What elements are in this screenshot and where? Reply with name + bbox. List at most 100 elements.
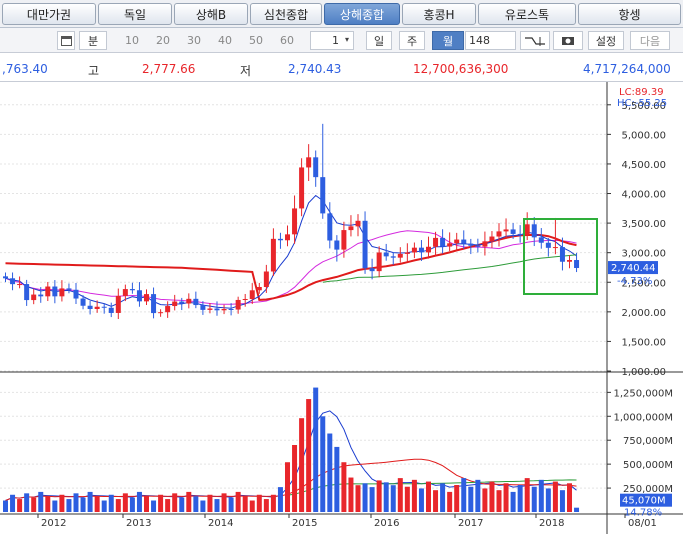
volume-last-tag xyxy=(620,493,672,507)
day-button[interactable]: 일 xyxy=(366,31,392,50)
candle-body xyxy=(383,252,389,257)
price-tick-label: 3,500.00 xyxy=(621,219,666,230)
candle-body xyxy=(355,220,361,227)
gear-icon[interactable] xyxy=(553,31,583,50)
volume-bar xyxy=(567,483,572,512)
volume-bar xyxy=(31,497,37,512)
volume-bar xyxy=(249,500,255,512)
candle-body xyxy=(552,247,558,249)
ma-5-line xyxy=(5,194,577,309)
calendar-icon[interactable] xyxy=(57,31,75,50)
candle-body xyxy=(334,240,340,250)
candle-body xyxy=(158,312,164,314)
settings-button[interactable]: 설정 xyxy=(588,31,624,50)
volume-bar xyxy=(129,497,135,512)
volume-tick-label: 1,250,000M xyxy=(613,388,673,399)
candle-body xyxy=(24,284,30,301)
low-value: 2,740.43 xyxy=(288,62,342,76)
amount-value: 12,700,636,300 xyxy=(413,62,509,76)
tab-4[interactable]: 심천종합 xyxy=(250,3,322,25)
last-price-tag xyxy=(608,261,658,275)
volume-bar xyxy=(320,416,326,512)
candle-body xyxy=(524,224,530,235)
bar-count-input[interactable]: 148 xyxy=(465,31,516,50)
tab-7[interactable]: 유로스톡 xyxy=(478,3,576,25)
volume-bar xyxy=(242,496,248,512)
ma-20-line xyxy=(5,230,577,305)
x-tick-label: 2018 xyxy=(539,518,564,529)
x-tick-label: 2017 xyxy=(458,518,483,529)
price-summary: ,763.40 고 2,777.66 저 2,740.43 12,700,636… xyxy=(0,53,683,82)
tab-6[interactable]: 홍콩H xyxy=(402,3,476,25)
candle-body xyxy=(235,299,241,310)
volume-bar xyxy=(186,491,192,512)
period-20-button[interactable]: 20 xyxy=(156,34,170,47)
candle-body xyxy=(3,276,8,279)
hc-label: HC:-55.25 xyxy=(617,98,667,109)
tab-2[interactable]: 독일 xyxy=(98,3,172,25)
volume-bar xyxy=(193,496,199,512)
change-label: -4.73% xyxy=(617,276,652,287)
crosshair-tool-icon[interactable] xyxy=(520,31,550,50)
candle-body xyxy=(80,298,86,306)
next-button[interactable]: 다음 xyxy=(630,31,670,50)
candle-body xyxy=(200,305,206,310)
volume-bar xyxy=(411,479,417,512)
tab-5[interactable]: 상해종합 xyxy=(324,3,400,25)
volume-last-label: 45,070M xyxy=(622,496,666,507)
candle-body xyxy=(489,236,495,242)
period-30-button[interactable]: 30 xyxy=(187,34,201,47)
candle-body xyxy=(214,308,220,311)
volume-bar xyxy=(101,500,107,512)
period-10-button[interactable]: 10 xyxy=(125,34,139,47)
week-button[interactable]: 주 xyxy=(399,31,425,50)
volume-bar xyxy=(136,491,142,512)
chevron-down-icon[interactable]: ▾ xyxy=(345,35,350,44)
count-input[interactable]: 1 xyxy=(310,31,354,50)
candle-body xyxy=(45,286,51,297)
last-price-label: 2,740.44 xyxy=(611,263,656,274)
candle-body xyxy=(574,260,580,269)
period-40-button[interactable]: 40 xyxy=(218,34,232,47)
period-60-button[interactable]: 60 xyxy=(280,34,294,47)
month-button[interactable]: 월 xyxy=(432,31,464,50)
price-volume-chart[interactable]: 5,500.00 5,000.00 4,500.00 4,000.00 3,500.00… xyxy=(0,82,683,534)
volume-bar xyxy=(292,445,298,512)
candle-body xyxy=(249,290,255,300)
volume-bar xyxy=(390,485,396,512)
volume-bar xyxy=(433,490,439,512)
candle-body xyxy=(440,237,446,247)
volume-bar xyxy=(38,491,44,512)
minute-period-button[interactable]: 분 xyxy=(79,31,107,50)
candle-body xyxy=(108,307,114,313)
candle-body xyxy=(341,230,347,250)
candle-body xyxy=(306,157,312,168)
volume-bar xyxy=(270,494,276,512)
volume-bar xyxy=(397,478,403,512)
volume-bar xyxy=(503,483,509,512)
low-label: 저 xyxy=(240,64,252,78)
volume-bar xyxy=(574,507,580,512)
candle-body xyxy=(151,294,157,314)
volume-bar xyxy=(179,497,185,512)
volume-ma-5-line xyxy=(5,410,577,501)
x-tick-label: 08/01 xyxy=(628,518,657,529)
tab-8[interactable]: 항셍 xyxy=(578,3,681,25)
candle-body xyxy=(59,288,65,297)
volume-bar xyxy=(482,488,488,512)
candle-body xyxy=(228,309,234,311)
period-50-button[interactable]: 50 xyxy=(249,34,263,47)
volume-bar xyxy=(531,486,537,512)
volume-bar xyxy=(3,500,8,512)
tab-3[interactable]: 상해B xyxy=(174,3,248,25)
high-value: 2,777.66 xyxy=(142,62,196,76)
volume-bar xyxy=(24,493,30,512)
candle-body xyxy=(94,306,100,310)
volume-bar xyxy=(285,462,290,512)
candle-body xyxy=(242,299,248,301)
candle-body xyxy=(101,306,107,308)
candle-body xyxy=(411,247,417,253)
candle-body xyxy=(320,177,326,214)
tab-1[interactable]: 대만가권 xyxy=(2,3,96,25)
candle-body xyxy=(447,243,453,247)
